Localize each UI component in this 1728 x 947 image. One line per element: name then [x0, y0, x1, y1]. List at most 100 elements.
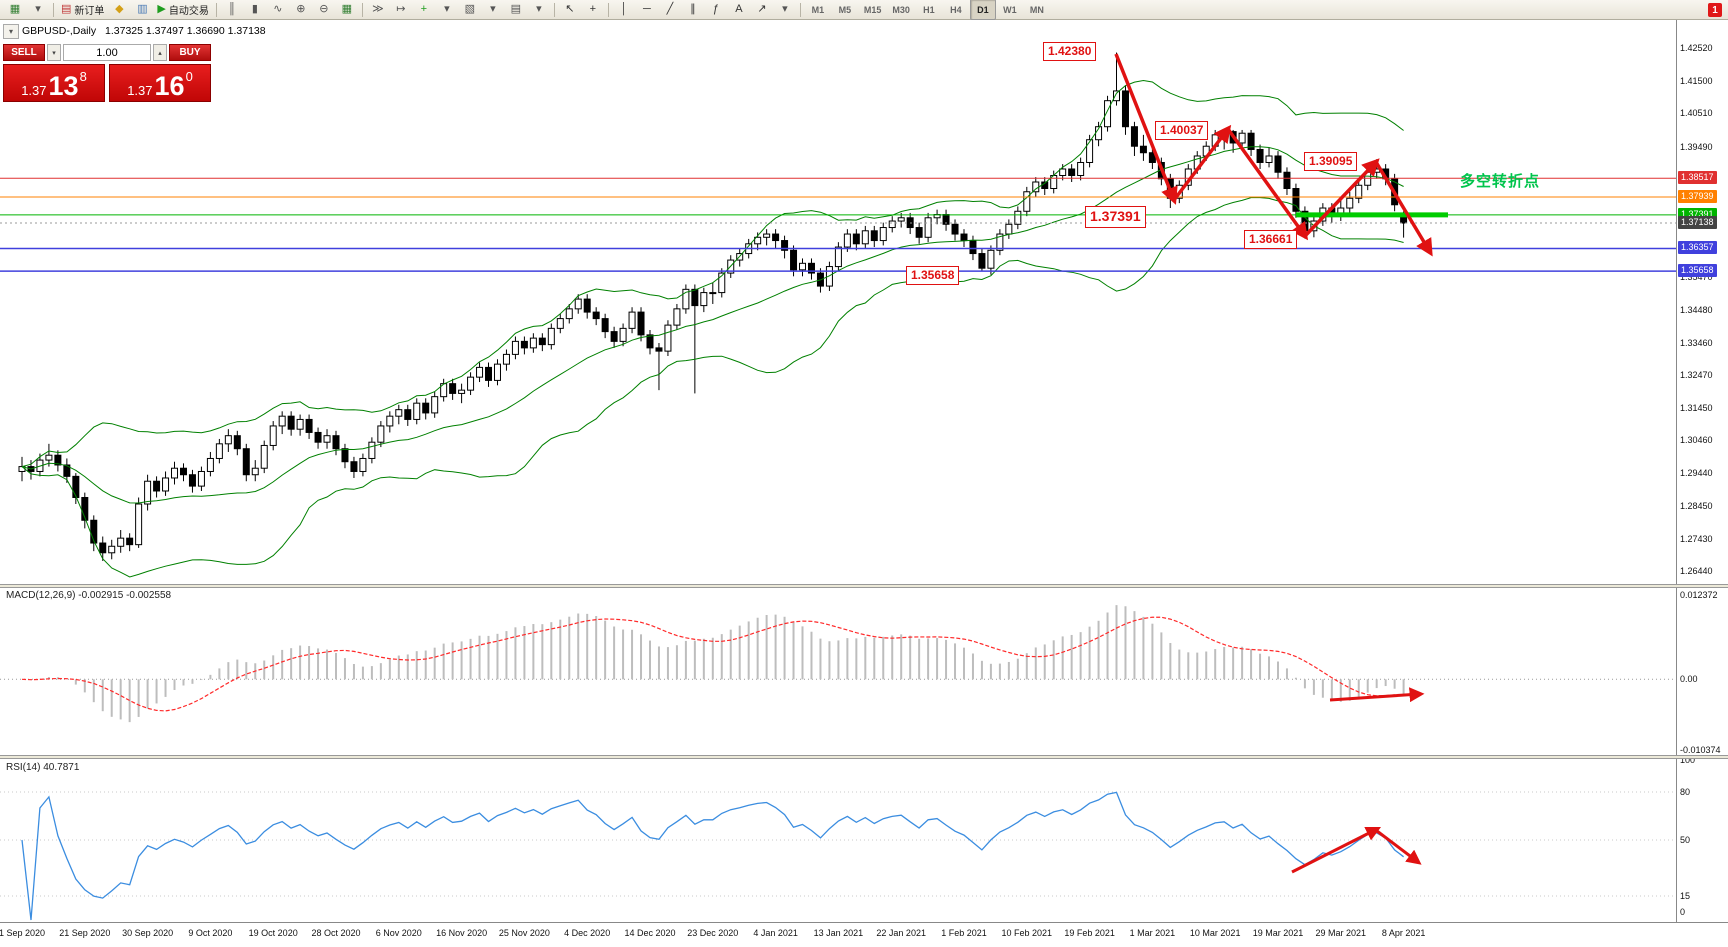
date-axis-label: 8 Apr 2021 [1381, 928, 1426, 938]
chart-symbol-period: GBPUSD-,Daily [22, 25, 97, 37]
autotrading-button-label: 自动交易 [168, 6, 209, 17]
cursor-icon: ↖ [565, 3, 575, 15]
price-flag[interactable]: 1.37391 [1085, 206, 1146, 228]
autotrading-button[interactable]: ▶ 自动交易 [154, 0, 211, 19]
periods-button[interactable]: ▧ [459, 0, 481, 19]
volume-input[interactable]: 1.00 [63, 44, 151, 61]
indicators-icon: + [420, 3, 428, 15]
price-axis-label: 1.34480 [1680, 304, 1713, 315]
timeframe-mn-button[interactable]: MN [1029, 4, 1044, 15]
templates-button[interactable]: ▤ [505, 0, 527, 19]
metaeditor-icon: ◆ [115, 3, 124, 15]
bar-chart-button[interactable]: ║ [221, 0, 243, 19]
buy-price-pip: 0 [185, 69, 193, 84]
new-chart-button[interactable]: ▦ [4, 0, 26, 19]
price-axis-label: 1.30460 [1680, 435, 1713, 446]
date-axis-label: 1 Sep 2020 [0, 928, 46, 938]
new-order-button[interactable]: ▤ 新订单 [58, 0, 107, 19]
timeframe-m5-button[interactable]: M5 [838, 4, 852, 15]
timeframe-h1-button[interactable]: H1 [923, 4, 935, 15]
date-axis[interactable]: 1 Sep 2020 21 Sep 2020 30 Sep 2020 9 Oct 20… [0, 922, 1728, 947]
timeframe-w1-button[interactable]: W1 [1003, 4, 1017, 15]
price-flag[interactable]: 1.40037 [1155, 121, 1209, 140]
toolbar-separator [799, 2, 801, 17]
one-click-toggle-button[interactable]: ▾ [3, 24, 19, 39]
notification-badge[interactable]: 1 [1708, 3, 1722, 17]
new-chart-icon: ▦ [9, 3, 21, 15]
date-axis-label: 10 Mar 2021 [1189, 928, 1241, 938]
buy-button[interactable]: BUY [169, 44, 211, 61]
date-axis-label: 14 Dec 2020 [624, 928, 676, 938]
sell-button[interactable]: SELL [3, 44, 45, 61]
periods-icon: ▧ [464, 3, 476, 15]
date-axis-label: 10 Feb 2021 [1001, 928, 1053, 938]
trendline-icon: ╱ [666, 3, 674, 15]
volume-decrease-button[interactable]: ▾ [47, 44, 61, 61]
autotrading-icon: ▶ [157, 3, 166, 15]
crosshair-icon: + [589, 3, 597, 15]
tile-windows-button[interactable]: ▦ [336, 0, 358, 19]
macd-panel[interactable] [0, 588, 1676, 755]
text-button[interactable]: A [728, 0, 750, 19]
arrow-tools-button[interactable]: ↗ [751, 0, 773, 19]
new-chart-caret[interactable]: ▾ [27, 0, 49, 19]
zoom-in-button[interactable]: ⊕ [290, 0, 312, 19]
shapes-caret[interactable]: ▾ [774, 0, 796, 19]
vertical-line-icon: │ [620, 3, 628, 15]
metaeditor-button[interactable]: ◆ [108, 0, 130, 19]
sell-price-button[interactable]: 1.37 13 8 [3, 64, 105, 102]
price-axis[interactable]: 1.42520 1.41500 1.40510 1.39490 1.35470 1.344… [1676, 20, 1728, 922]
line-chart-button[interactable]: ∿ [267, 0, 289, 19]
cursor-button[interactable]: ↖ [559, 0, 581, 19]
price-flag[interactable]: 1.42380 [1043, 42, 1097, 61]
price-axis-label: 1.27430 [1680, 533, 1713, 544]
main-chart-panel[interactable] [0, 20, 1676, 584]
trendline-button[interactable]: ╱ [659, 0, 681, 19]
periods-caret[interactable]: ▾ [482, 0, 504, 19]
fibonacci-button[interactable]: ƒ [705, 0, 727, 19]
timeframe-m30-button[interactable]: M30 [892, 4, 910, 15]
horizontal-line-button[interactable]: ─ [636, 0, 658, 19]
date-axis-label: 29 Mar 2021 [1315, 928, 1367, 938]
terminal-button[interactable]: ▥ [131, 0, 153, 19]
panel-divider[interactable] [0, 755, 1728, 759]
indicators-caret[interactable]: ▾ [436, 0, 458, 19]
indicators-button[interactable]: + [413, 0, 435, 19]
new-chart-icon: ▾ [35, 3, 41, 15]
date-axis-label: 25 Nov 2020 [498, 928, 550, 938]
periods-icon: ▾ [490, 3, 496, 15]
timeframe-d1-button[interactable]: D1 [969, 0, 996, 20]
zoom-in-icon: ⊕ [296, 3, 306, 15]
timeframe-h4-button[interactable]: H4 [950, 4, 962, 15]
candle-chart-button[interactable]: ▮ [244, 0, 266, 19]
timeframe-m1-button[interactable]: M1 [811, 4, 825, 15]
volume-increase-button[interactable]: ▴ [153, 44, 167, 61]
buy-price-prefix: 1.37 [127, 82, 153, 98]
turning-point-label[interactable]: 多空转折点 [1460, 173, 1541, 190]
chart-title: GBPUSD-,Daily 1.37325 1.37497 1.36690 1.… [22, 25, 266, 37]
templates-caret[interactable]: ▾ [528, 0, 550, 19]
sell-price-pip: 8 [79, 69, 87, 84]
fibonacci-icon: ƒ [712, 3, 719, 15]
rsi-panel[interactable] [0, 759, 1676, 922]
date-axis-label: 13 Jan 2021 [813, 928, 864, 938]
crosshair-button[interactable]: + [582, 0, 604, 19]
sell-price-main: 13 [48, 71, 79, 102]
price-flag[interactable]: 1.35658 [906, 266, 960, 285]
price-axis-label: 1.41500 [1680, 76, 1713, 87]
date-axis-label: 19 Mar 2021 [1252, 928, 1304, 938]
auto-scroll-button[interactable]: ≫ [367, 0, 389, 19]
zoom-out-button[interactable]: ⊖ [313, 0, 335, 19]
templates-icon: ▾ [536, 3, 542, 15]
vertical-line-button[interactable]: │ [613, 0, 635, 19]
buy-price-button[interactable]: 1.37 16 0 [109, 64, 211, 102]
chart-shift-button[interactable]: ↦ [390, 0, 412, 19]
price-flag[interactable]: 1.39095 [1304, 152, 1358, 171]
timeframe-m15-button[interactable]: M15 [863, 4, 882, 15]
rsi-axis-label: 100 [1680, 755, 1696, 765]
price-flag[interactable]: 1.36661 [1244, 230, 1298, 249]
date-axis-label: 23 Dec 2020 [687, 928, 739, 938]
chart-ohlc: 1.37325 1.37497 1.36690 1.37138 [105, 25, 266, 37]
channel-button[interactable]: ∥ [682, 0, 704, 19]
panel-divider[interactable] [0, 584, 1728, 588]
